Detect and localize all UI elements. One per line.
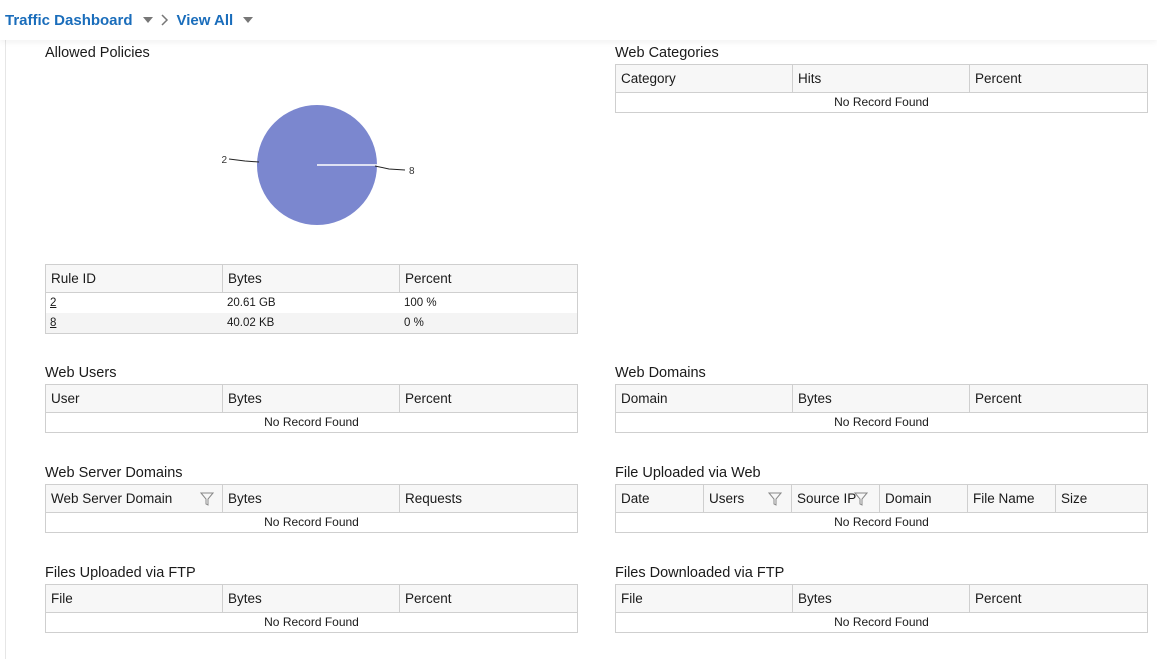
- chevron-down-icon[interactable]: [142, 17, 153, 23]
- no-record-message: No Record Found: [834, 515, 929, 529]
- column-header-percent[interactable]: Percent: [975, 591, 1022, 606]
- table-header: Date Users Source IP Domain File Name Si…: [616, 485, 1147, 513]
- column-header-bytes[interactable]: Bytes: [223, 265, 400, 293]
- column-header-percent[interactable]: Percent: [405, 591, 452, 606]
- column-header-bytes[interactable]: Bytes: [793, 585, 970, 613]
- column-header-domain[interactable]: Domain: [616, 385, 793, 413]
- web-server-domains-table: Web Server Domain Bytes Requests No Reco…: [45, 484, 578, 533]
- column-header-percent[interactable]: Percent: [405, 271, 452, 286]
- column-header-label: Source IP: [797, 491, 857, 506]
- column-header-user[interactable]: User: [46, 385, 223, 413]
- allowed-policies-pie-chart: 28: [221, 105, 415, 225]
- table-header: Web Server Domain Bytes Requests: [46, 485, 577, 513]
- pie-slice-label: 2: [221, 155, 227, 166]
- web-categories-title: Web Categories: [615, 45, 719, 61]
- no-record-message: No Record Found: [264, 515, 359, 529]
- column-header-percent[interactable]: Percent: [975, 71, 1022, 86]
- no-record-message: No Record Found: [834, 615, 929, 629]
- column-header-label: Users: [709, 491, 745, 506]
- column-header-bytes[interactable]: Bytes: [223, 485, 400, 513]
- pie-label-leader: [228, 158, 260, 163]
- allowed-policies-title: Allowed Policies: [45, 45, 150, 61]
- breadcrumb-traffic-dashboard[interactable]: Traffic Dashboard: [5, 11, 133, 29]
- column-header-date[interactable]: Date: [616, 485, 704, 513]
- table-row: 2 20.61 GB 100 %: [46, 293, 577, 313]
- column-header-percent[interactable]: Percent: [975, 391, 1022, 406]
- chevron-right-icon: [161, 14, 169, 26]
- table-row: 8 40.02 KB 0 %: [46, 313, 577, 333]
- filter-icon[interactable]: [200, 492, 214, 506]
- pie-label-leader: [374, 165, 406, 171]
- file-uploaded-web-table: Date Users Source IP Domain File Name Si…: [615, 484, 1148, 533]
- breadcrumb-view-all[interactable]: View All: [176, 11, 234, 29]
- table-header: User Bytes Percent: [46, 385, 577, 413]
- column-header-hits[interactable]: Hits: [793, 65, 970, 93]
- files-uploaded-ftp-title: Files Uploaded via FTP: [45, 565, 196, 581]
- web-users-table: User Bytes Percent No Record Found: [45, 384, 578, 433]
- bytes-cell: 20.61 GB: [227, 297, 276, 309]
- column-header-rule-id[interactable]: Rule ID: [46, 265, 223, 293]
- file-uploaded-web-title: File Uploaded via Web: [615, 465, 761, 481]
- filter-icon[interactable]: [768, 492, 782, 506]
- column-header-file[interactable]: File: [46, 585, 223, 613]
- column-header-category[interactable]: Category: [616, 65, 793, 93]
- panel-border: [5, 40, 6, 659]
- breadcrumb: Traffic Dashboard View All: [0, 0, 1157, 40]
- column-header-web-server-domain[interactable]: Web Server Domain: [46, 485, 223, 513]
- column-header-size[interactable]: Size: [1061, 491, 1088, 506]
- web-domains-table: Domain Bytes Percent No Record Found: [615, 384, 1148, 433]
- column-header-file[interactable]: File: [616, 585, 793, 613]
- files-uploaded-ftp-table: File Bytes Percent No Record Found: [45, 584, 578, 633]
- column-header-bytes[interactable]: Bytes: [223, 385, 400, 413]
- column-header-users[interactable]: Users: [704, 485, 792, 513]
- column-header-requests[interactable]: Requests: [405, 491, 463, 506]
- bytes-cell: 40.02 KB: [227, 317, 275, 329]
- table-header: Category Hits Percent: [616, 65, 1147, 93]
- percent-cell: 100 %: [404, 297, 437, 309]
- web-server-domains-title: Web Server Domains: [45, 465, 183, 481]
- files-downloaded-ftp-table: File Bytes Percent No Record Found: [615, 584, 1148, 633]
- web-categories-table: Category Hits Percent No Record Found: [615, 64, 1148, 113]
- table-header: File Bytes Percent: [616, 585, 1147, 613]
- column-header-file-name[interactable]: File Name: [968, 485, 1056, 513]
- no-record-message: No Record Found: [264, 415, 359, 429]
- column-header-label: Web Server Domain: [51, 491, 173, 506]
- column-header-bytes[interactable]: Bytes: [793, 385, 970, 413]
- column-header-bytes[interactable]: Bytes: [223, 585, 400, 613]
- table-header: File Bytes Percent: [46, 585, 577, 613]
- no-record-message: No Record Found: [834, 415, 929, 429]
- web-domains-title: Web Domains: [615, 365, 706, 381]
- column-header-percent[interactable]: Percent: [405, 391, 452, 406]
- files-downloaded-ftp-title: Files Downloaded via FTP: [615, 565, 785, 581]
- percent-cell: 0 %: [404, 317, 424, 329]
- allowed-policies-table: Rule ID Bytes Percent 2 20.61 GB 100 % 8…: [45, 264, 578, 334]
- rule-id-link[interactable]: 2: [50, 297, 57, 309]
- filter-icon[interactable]: [854, 492, 868, 506]
- column-header-domain[interactable]: Domain: [880, 485, 968, 513]
- web-users-title: Web Users: [45, 365, 117, 381]
- pie-slice-label: 8: [409, 166, 415, 177]
- no-record-message: No Record Found: [834, 95, 929, 109]
- chevron-down-icon[interactable]: [243, 17, 254, 23]
- rule-id-link[interactable]: 8: [50, 317, 57, 329]
- no-record-message: No Record Found: [264, 615, 359, 629]
- table-header: Rule ID Bytes Percent: [46, 265, 577, 293]
- column-header-source-ip[interactable]: Source IP: [792, 485, 880, 513]
- table-header: Domain Bytes Percent: [616, 385, 1147, 413]
